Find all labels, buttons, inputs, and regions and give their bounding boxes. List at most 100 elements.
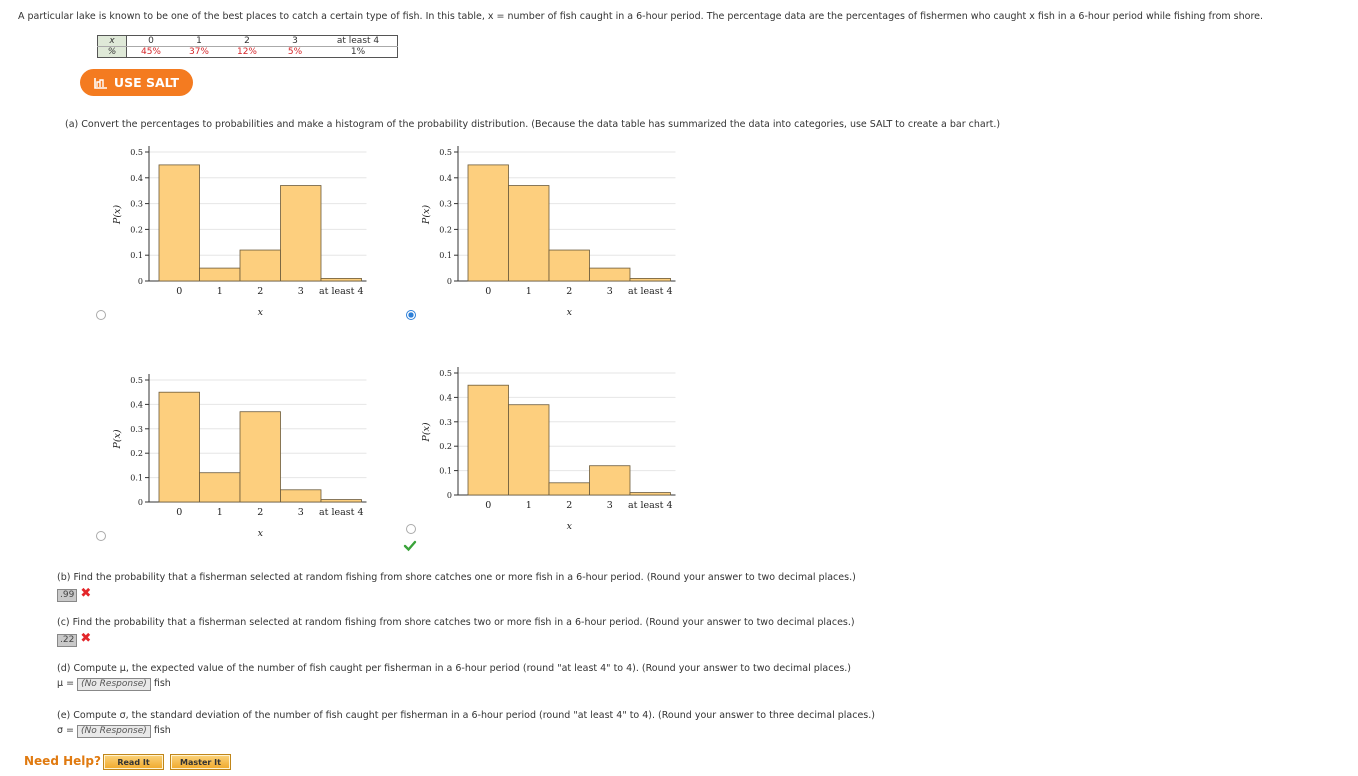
histogram-option-b: 0 0.1 0.2 0.3 0.4 0.5 0 1 2 3 at least 4 P(x) x: [421, 146, 676, 318]
x-tick-label: 0: [485, 500, 491, 511]
y-tick-label: 0.1: [130, 251, 143, 260]
part-d-question: (d) Compute μ, the expected value of the…: [57, 663, 852, 674]
bar-3: [280, 185, 322, 282]
data-table: x 0 1 2 3 at least 4 % 45% 37% 12% 5% 1%: [97, 35, 398, 58]
use-salt-button[interactable]: USE SALT: [80, 69, 193, 96]
bar-0: [158, 391, 200, 503]
x-tick-label: 1: [217, 286, 223, 297]
x-tick-label: 3: [298, 286, 304, 297]
y-tick-label: 0.4: [130, 174, 143, 183]
table-pct-header: %: [97, 46, 127, 58]
bar-1: [199, 267, 241, 282]
y-axis-label: P(x): [421, 422, 432, 442]
bar-3: [589, 465, 631, 496]
salt-chart-icon: [94, 77, 107, 89]
part-c-answer-field[interactable]: .22: [57, 634, 78, 647]
y-tick-label: 0: [447, 277, 452, 286]
radio-option-b[interactable]: [406, 310, 416, 320]
y-tick-label: 0: [138, 498, 143, 507]
x-tick-label: at least 4: [319, 507, 364, 518]
y-tick-label: 0.5: [130, 148, 143, 157]
table-x-cell: 0: [126, 35, 175, 47]
y-tick-label: 0.5: [439, 369, 452, 378]
bar-at-least-4: [629, 492, 671, 496]
x-tick-label: 1: [526, 500, 532, 511]
radio-option-c[interactable]: [96, 531, 106, 541]
incorrect-x-icon: ✖: [80, 586, 92, 601]
bar-0: [467, 384, 509, 496]
master-it-button[interactable]: Master It: [170, 754, 231, 770]
histogram-option-d: 0 0.1 0.2 0.3 0.4 0.5 0 1 2 3 at least 4 P(x) x: [421, 367, 676, 532]
bar-2: [548, 482, 590, 496]
x-tick-label: 0: [176, 507, 182, 518]
radio-option-d[interactable]: [406, 524, 416, 534]
table-pct-cell: 1%: [319, 46, 398, 58]
y-tick-label: 0.2: [130, 225, 143, 234]
x-tick-label: at least 4: [628, 286, 673, 297]
y-tick-label: 0.5: [130, 376, 143, 385]
bar-2: [548, 249, 590, 282]
sigma-label: σ =: [57, 725, 75, 736]
part-b-answer-field[interactable]: .99: [57, 589, 78, 602]
y-tick-label: 0.4: [130, 400, 143, 409]
x-tick-label: 0: [176, 286, 182, 297]
y-tick-label: 0.2: [130, 449, 143, 458]
y-tick-label: 0: [447, 491, 452, 500]
x-tick-label: 1: [217, 507, 223, 518]
x-tick-label: 2: [257, 286, 263, 297]
problem-intro: A particular lake is known to be one of …: [18, 11, 1264, 22]
y-tick-label: 0.2: [439, 225, 452, 234]
table-pct-cell: 5%: [271, 46, 319, 58]
y-axis-label: P(x): [112, 429, 123, 449]
sigma-answer-field[interactable]: (No Response): [77, 725, 151, 738]
y-tick-label: 0.3: [439, 200, 452, 209]
part-c-question: (c) Find the probability that a fisherma…: [57, 617, 855, 628]
y-tick-label: 0.3: [130, 200, 143, 209]
mu-answer-field[interactable]: (No Response): [77, 678, 151, 691]
sigma-unit: fish: [153, 725, 171, 736]
x-tick-label: 1: [526, 286, 532, 297]
bar-3: [280, 489, 322, 503]
y-tick-label: 0.4: [439, 174, 452, 183]
x-axis-label: x: [567, 521, 573, 532]
x-tick-label: at least 4: [628, 500, 673, 511]
x-tick-label: 0: [485, 286, 491, 297]
mu-unit: fish: [153, 678, 171, 689]
y-tick-label: 0: [138, 277, 143, 286]
table-x-cell: at least 4: [319, 35, 398, 47]
bar-at-least-4: [629, 278, 671, 282]
table-x-header: x: [97, 35, 127, 47]
x-tick-label: 2: [566, 286, 572, 297]
radio-option-a[interactable]: [96, 310, 106, 320]
table-pct-cell: 37%: [175, 46, 223, 58]
x-tick-label: 3: [607, 286, 613, 297]
x-axis-label: x: [567, 307, 573, 318]
table-x-cell: 2: [223, 35, 271, 47]
y-axis-label: P(x): [112, 205, 123, 225]
use-salt-label: USE SALT: [113, 75, 180, 90]
table-x-cell: 1: [175, 35, 223, 47]
bar-at-least-4: [320, 499, 362, 503]
histogram-option-c: 0 0.1 0.2 0.3 0.4 0.5 0 1 2 3 at least 4 P(x) x: [112, 374, 367, 539]
x-tick-label: 2: [566, 500, 572, 511]
x-tick-label: 2: [257, 507, 263, 518]
y-axis-label: P(x): [421, 205, 432, 225]
x-axis-label: x: [258, 307, 264, 318]
y-tick-label: 0.5: [439, 148, 452, 157]
table-pct-cell: 12%: [223, 46, 271, 58]
y-tick-label: 0.3: [130, 425, 143, 434]
x-tick-label: 3: [607, 500, 613, 511]
part-e-question: (e) Compute σ, the standard deviation of…: [57, 710, 875, 721]
read-it-button[interactable]: Read It: [103, 754, 164, 770]
y-tick-label: 0.4: [439, 393, 452, 402]
y-tick-label: 0.3: [439, 418, 452, 427]
y-tick-label: 0.2: [439, 442, 452, 451]
bar-1: [508, 404, 550, 496]
x-tick-label: at least 4: [319, 286, 364, 297]
correct-check-icon: [403, 540, 417, 552]
x-axis-label: x: [258, 528, 264, 539]
bar-1: [199, 472, 241, 503]
bar-0: [158, 164, 200, 282]
x-tick-label: 3: [298, 507, 304, 518]
y-tick-label: 0.1: [130, 474, 143, 483]
